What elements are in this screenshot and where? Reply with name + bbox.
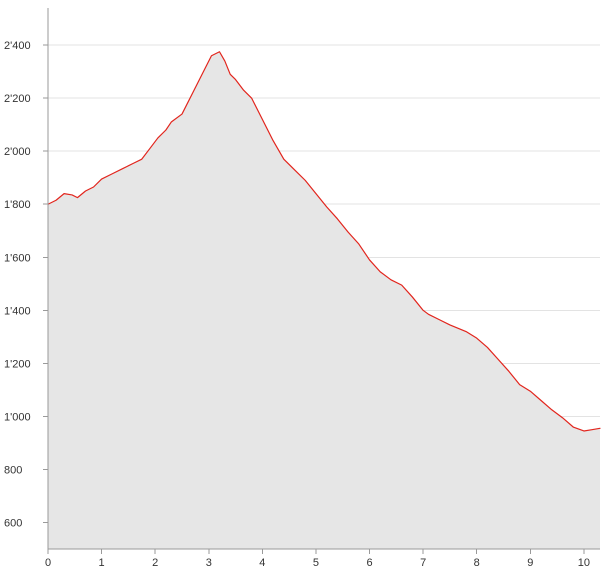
x-tick-label: 8 [474,557,480,569]
y-tick-label: 1'000 [4,411,31,423]
x-tick-label: 10 [578,557,590,569]
x-tick-label: 7 [420,557,426,569]
y-tick-label: 2'000 [4,146,31,158]
elevation-area [48,51,600,549]
y-tick-label: 2'200 [4,93,31,105]
series-layer [47,51,601,549]
x-tick-label: 0 [45,557,51,569]
x-tick-label: 6 [366,557,372,569]
axis-layer [43,8,600,554]
x-tick-label: 2 [152,557,158,569]
elevation-line [47,51,601,432]
x-tick-label: 1 [99,557,105,569]
y-tick-label: 1'800 [4,199,31,211]
y-tick-label: 2'400 [4,40,31,52]
x-tick-label: 5 [313,557,319,569]
label-layer: 0 1 2 3 4 5 6 7 8 9 10 600 800 1'000 1'200 1'400 1'600 1'… [4,40,590,569]
y-tick-label: 1'200 [4,358,31,370]
x-tick-label: 9 [527,557,533,569]
y-tick-label: 600 [4,517,22,529]
y-tick-label: 1'400 [4,305,31,317]
y-tick-label: 800 [4,464,22,476]
x-tick-label: 3 [206,557,212,569]
x-tick-label: 4 [259,557,265,569]
y-tick-label: 1'600 [4,252,31,264]
